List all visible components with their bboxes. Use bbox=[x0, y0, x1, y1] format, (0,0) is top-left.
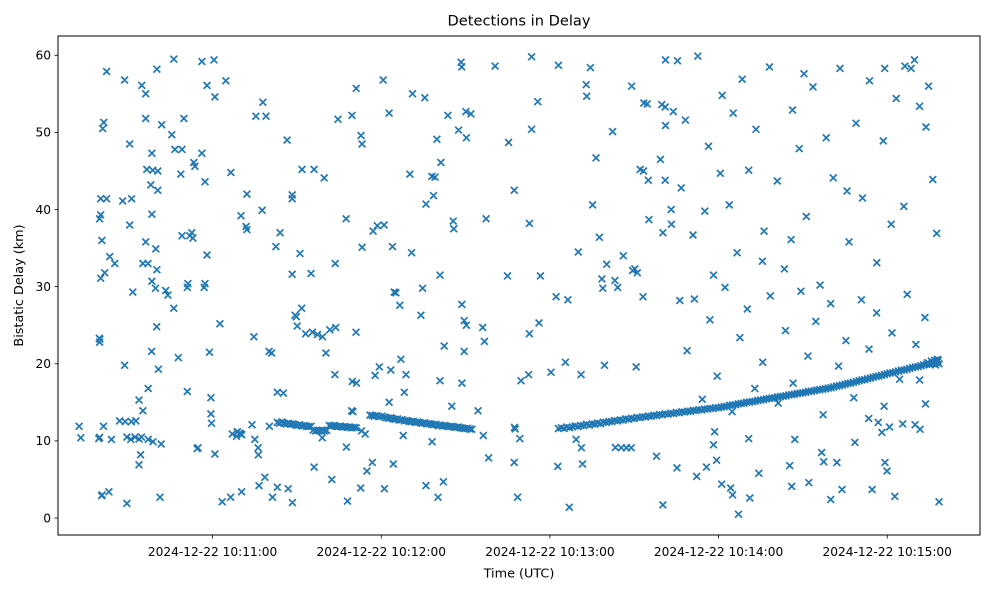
y-tick-label: 20 bbox=[35, 357, 51, 371]
x-tick-label: 2024-12-22 10:15:00 bbox=[823, 545, 952, 559]
series-track-segment-1-markers bbox=[228, 411, 476, 444]
x-tick-label: 2024-12-22 10:12:00 bbox=[317, 545, 446, 559]
y-axis: 0 10 20 30 40 50 60 bbox=[35, 49, 58, 525]
x-axis: 2024-12-22 10:11:00 2024-12-22 10:12:00 20… bbox=[148, 535, 952, 559]
y-tick-label: 30 bbox=[35, 280, 51, 294]
series-clutter-detections-markers bbox=[75, 52, 944, 519]
x-axis-label: Time (UTC) bbox=[483, 567, 555, 582]
y-axis-label: Bistatic Delay (km) bbox=[12, 224, 27, 346]
y-tick-label: 10 bbox=[35, 434, 51, 448]
plot-border bbox=[57, 35, 981, 536]
x-tick-label: 2024-12-22 10:11:00 bbox=[148, 545, 277, 559]
x-tick-label: 2024-12-22 10:13:00 bbox=[485, 545, 614, 559]
y-tick-label: 40 bbox=[35, 203, 51, 217]
data-series-group bbox=[75, 52, 944, 519]
x-tick-label: 2024-12-22 10:14:00 bbox=[654, 545, 783, 559]
y-tick-label: 0 bbox=[43, 511, 51, 525]
y-tick-label: 60 bbox=[35, 49, 51, 63]
chart-title: Detections in Delay bbox=[448, 13, 591, 30]
y-tick-label: 50 bbox=[35, 126, 51, 140]
series-track-segment-2-markers bbox=[554, 355, 944, 433]
